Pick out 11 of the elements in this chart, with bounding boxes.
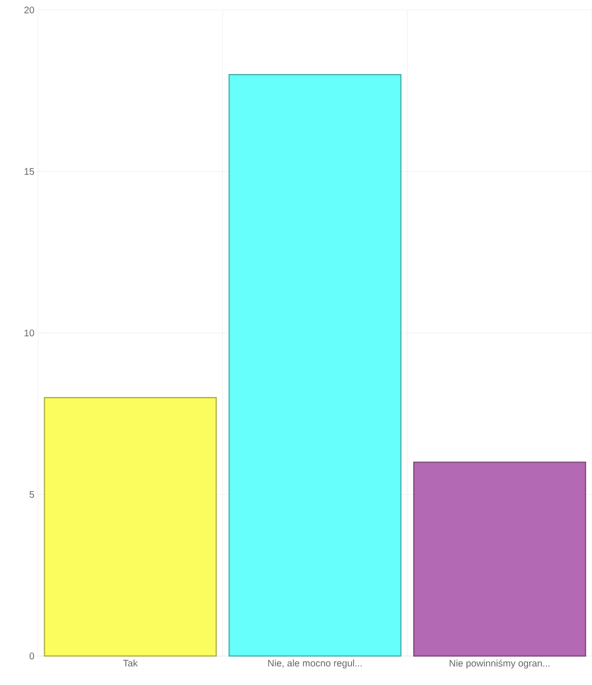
- x-tick-label: Nie powinniśmy ogran...: [450, 660, 550, 669]
- x-tick-label: Nie, ale mocno regul...: [268, 660, 362, 668]
- y-tick-label: 15: [24, 168, 34, 175]
- y-tick-label: 20: [24, 6, 34, 14]
- y-tick-label: 0: [30, 652, 34, 660]
- x-tick-label: Tak: [123, 660, 138, 667]
- y-tick-label: 10: [24, 330, 34, 336]
- bar: [413, 462, 586, 657]
- bar: [228, 74, 402, 657]
- bar: [44, 397, 217, 657]
- y-tick-label: 5: [30, 491, 34, 498]
